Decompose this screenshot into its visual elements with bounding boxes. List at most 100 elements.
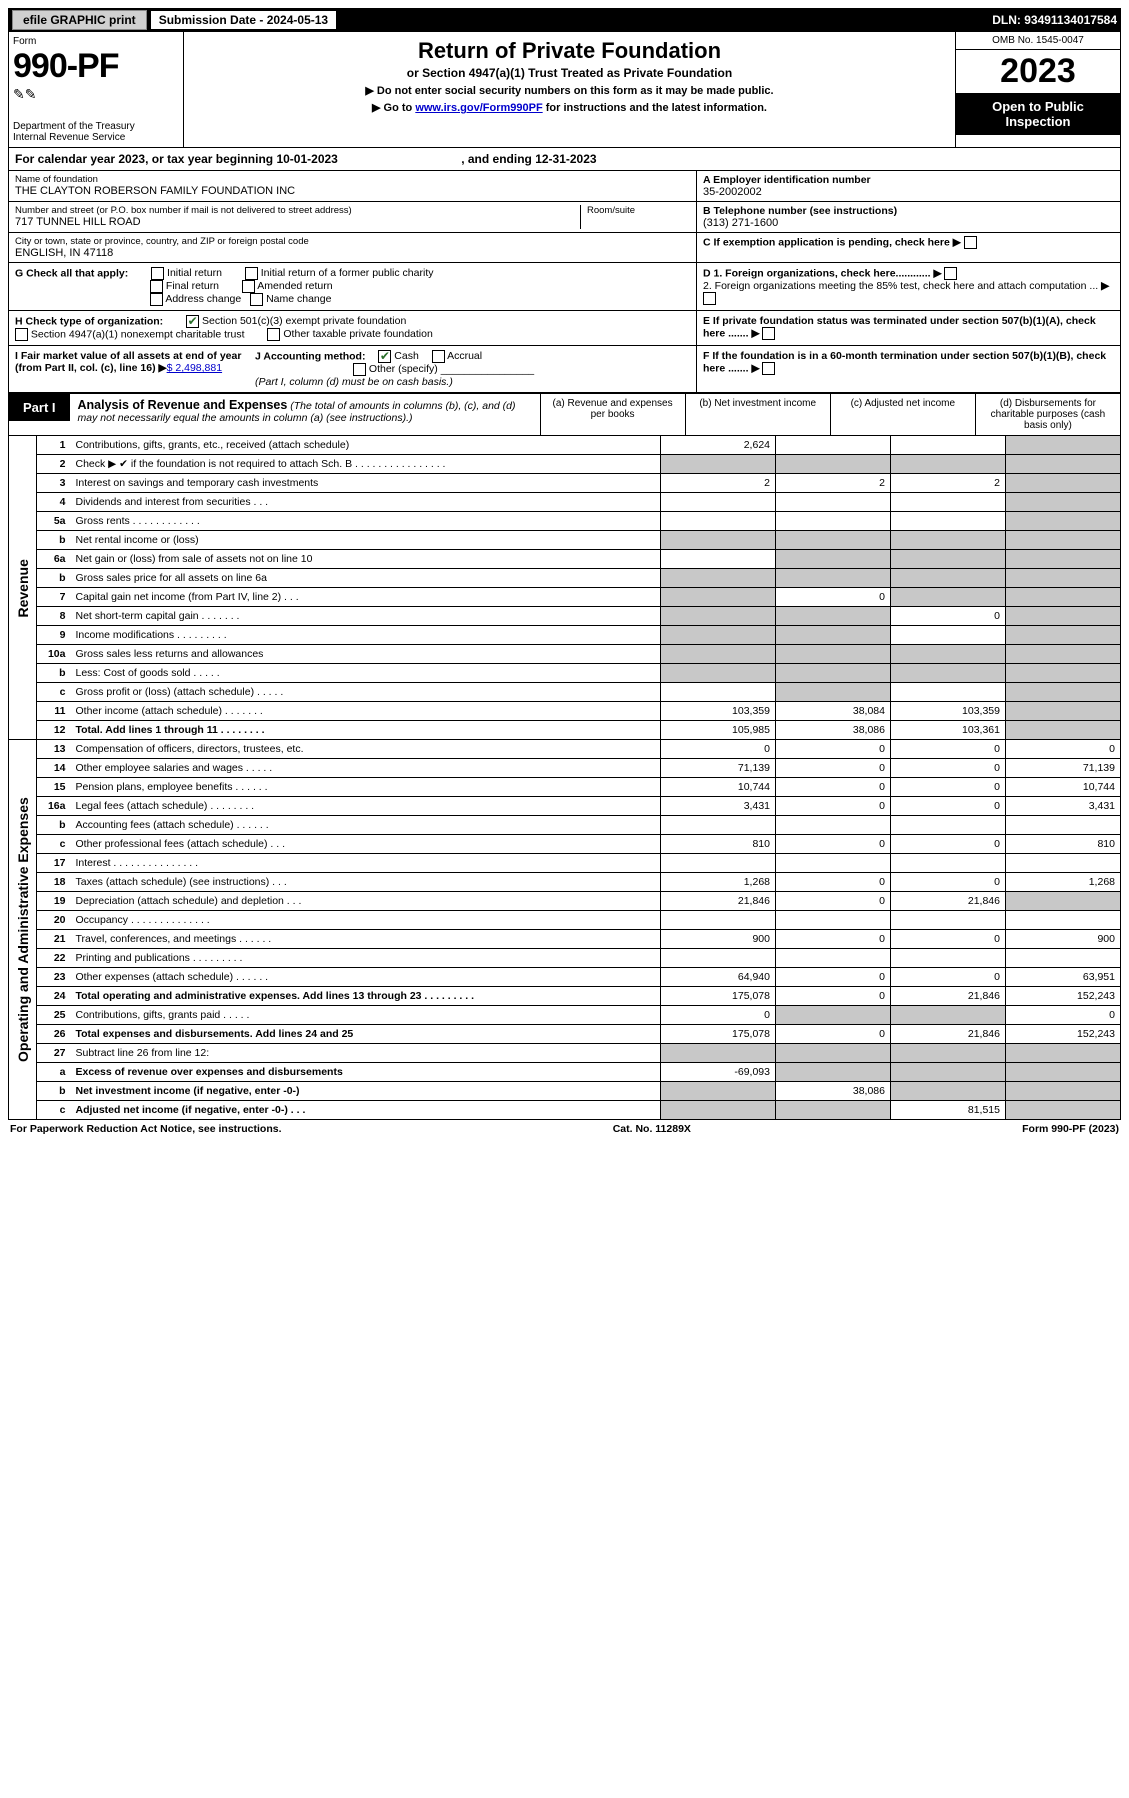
row-number: b — [37, 531, 71, 550]
cell-a: 900 — [661, 930, 776, 949]
cell-grey — [891, 664, 1006, 683]
cell-a — [661, 816, 776, 835]
cell-b — [776, 1006, 891, 1025]
cell-d — [1006, 854, 1121, 873]
cell-a: 3,431 — [661, 797, 776, 816]
col-b-header: (b) Net investment income — [685, 394, 830, 435]
g-initial-former-checkbox[interactable] — [245, 267, 258, 280]
j-cash-checkbox[interactable] — [378, 350, 391, 363]
cell-d — [1006, 626, 1121, 645]
row-desc: Total expenses and disbursements. Add li… — [71, 1025, 661, 1044]
cell-grey — [1006, 531, 1121, 550]
row-number: 24 — [37, 987, 71, 1006]
row-desc: Check ▶ ✔ if the foundation is not requi… — [71, 455, 661, 474]
f-checkbox[interactable] — [762, 362, 775, 375]
cell-grey — [776, 569, 891, 588]
footer-mid: Cat. No. 11289X — [613, 1123, 691, 1135]
cell-d — [1006, 892, 1121, 911]
cell-a: 175,078 — [661, 987, 776, 1006]
cell-c: 0 — [891, 778, 1006, 797]
cell-a: 2,624 — [661, 436, 776, 455]
col-d-header: (d) Disbursements for charitable purpose… — [975, 394, 1120, 435]
d1-label: D 1. Foreign organizations, check here..… — [703, 267, 931, 279]
j-other-checkbox[interactable] — [353, 363, 366, 376]
e-checkbox[interactable] — [762, 327, 775, 340]
row-desc: Gross sales less returns and allowances — [71, 645, 661, 664]
cell-a — [661, 626, 776, 645]
g-name-checkbox[interactable] — [250, 293, 263, 306]
cell-c — [891, 949, 1006, 968]
row-number: b — [37, 569, 71, 588]
row-desc: Other expenses (attach schedule) . . . .… — [71, 968, 661, 987]
cell-d: 1,268 — [1006, 873, 1121, 892]
row-desc: Other employee salaries and wages . . . … — [71, 759, 661, 778]
cell-d: 152,243 — [1006, 1025, 1121, 1044]
cell-a — [661, 683, 776, 702]
row-number: 15 — [37, 778, 71, 797]
irs-link[interactable]: www.irs.gov/Form990PF — [415, 102, 542, 114]
cell-d: 10,744 — [1006, 778, 1121, 797]
cell-d — [1006, 911, 1121, 930]
cell-b — [776, 1063, 891, 1082]
cell-a — [661, 512, 776, 531]
row-number: 21 — [37, 930, 71, 949]
cell-b: 0 — [776, 740, 891, 759]
j-accrual-checkbox[interactable] — [432, 350, 445, 363]
cell-a: 64,940 — [661, 968, 776, 987]
cell-d — [1006, 1082, 1121, 1101]
footer-left: For Paperwork Reduction Act Notice, see … — [10, 1123, 282, 1135]
ein-label: A Employer identification number — [703, 174, 1114, 186]
row-number: 26 — [37, 1025, 71, 1044]
cell-grey — [891, 569, 1006, 588]
cell-b: 0 — [776, 1025, 891, 1044]
cell-grey — [661, 645, 776, 664]
h-4947-checkbox[interactable] — [15, 328, 28, 341]
cell-a: 175,078 — [661, 1025, 776, 1044]
cell-b — [776, 683, 891, 702]
g-initial-checkbox[interactable] — [151, 267, 164, 280]
c-label: C If exemption application is pending, c… — [703, 236, 950, 248]
row-desc: Adjusted net income (if negative, enter … — [71, 1101, 661, 1120]
c-checkbox[interactable] — [964, 236, 977, 249]
cell-a: 0 — [661, 1006, 776, 1025]
j-note: (Part I, column (d) must be on cash basi… — [255, 376, 453, 388]
cell-b: 0 — [776, 930, 891, 949]
row-number: c — [37, 835, 71, 854]
cell-grey — [891, 1044, 1006, 1063]
omb-number: OMB No. 1545-0047 — [956, 32, 1120, 50]
cell-grey — [776, 645, 891, 664]
cell-b — [776, 550, 891, 569]
h-501c3-checkbox[interactable] — [186, 315, 199, 328]
checks-section: G Check all that apply: Initial return I… — [8, 263, 1121, 394]
g-addr-checkbox[interactable] — [150, 293, 163, 306]
row-number: 3 — [37, 474, 71, 493]
cell-d — [1006, 436, 1121, 455]
row-number: 2 — [37, 455, 71, 474]
row-desc: Gross sales price for all assets on line… — [71, 569, 661, 588]
row-desc: Accounting fees (attach schedule) . . . … — [71, 816, 661, 835]
cell-c — [891, 1063, 1006, 1082]
g-amended-checkbox[interactable] — [242, 280, 255, 293]
cell-grey — [661, 1044, 776, 1063]
d2-checkbox[interactable] — [703, 292, 716, 305]
cell-c: 0 — [891, 607, 1006, 626]
g-final-checkbox[interactable] — [150, 280, 163, 293]
cell-c — [891, 588, 1006, 607]
cell-a — [661, 949, 776, 968]
tel-label: B Telephone number (see instructions) — [703, 205, 1114, 217]
cell-c — [891, 1082, 1006, 1101]
top-bar: efile GRAPHIC print Submission Date - 20… — [8, 8, 1121, 32]
h-other-checkbox[interactable] — [267, 328, 280, 341]
cell-a: -69,093 — [661, 1063, 776, 1082]
row-desc: Net rental income or (loss) — [71, 531, 661, 550]
cell-b — [776, 816, 891, 835]
cell-d: 0 — [1006, 740, 1121, 759]
row-number: 14 — [37, 759, 71, 778]
d1-checkbox[interactable] — [944, 267, 957, 280]
cell-b: 0 — [776, 778, 891, 797]
cell-b: 0 — [776, 759, 891, 778]
cell-c: 103,361 — [891, 721, 1006, 740]
efile-print-button[interactable]: efile GRAPHIC print — [12, 10, 147, 30]
form-subtitle: or Section 4947(a)(1) Trust Treated as P… — [192, 66, 947, 80]
cell-a: 10,744 — [661, 778, 776, 797]
